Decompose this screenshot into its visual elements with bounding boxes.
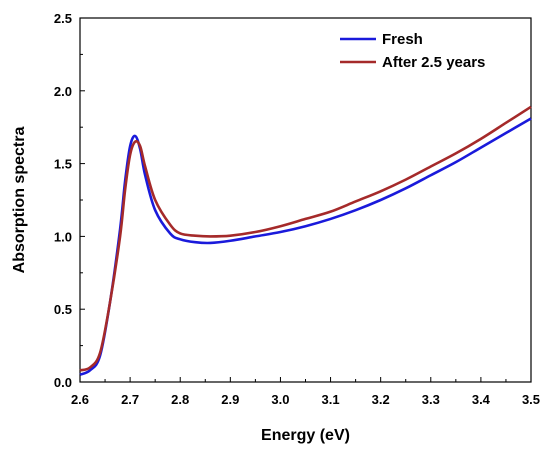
- x-tick-label: 3.3: [422, 392, 440, 407]
- x-tick-label: 2.7: [121, 392, 139, 407]
- y-tick-label: 2.5: [54, 11, 72, 26]
- y-tick-label: 0.5: [54, 302, 72, 317]
- x-tick-label: 3.5: [522, 392, 540, 407]
- y-tick-label: 1.0: [54, 229, 72, 244]
- plot-frame: [79, 17, 532, 383]
- series-layer: [79, 105, 532, 376]
- x-tick-label: 2.9: [221, 392, 239, 407]
- y-tick-label: 1.5: [54, 157, 72, 172]
- x-tick-label: 3.2: [372, 392, 390, 407]
- x-tick-label: 3.0: [271, 392, 289, 407]
- x-tick-label: 3.1: [322, 392, 340, 407]
- series-line: [79, 117, 532, 376]
- legend: Fresh After 2.5 years: [340, 31, 485, 71]
- x-tick-label: 2.8: [171, 392, 189, 407]
- y-axis-ticks: 0.0 0.5 1.0 1.5 2.0 2.5: [54, 11, 85, 390]
- plot-border: [79, 17, 532, 383]
- series-line: [79, 105, 532, 372]
- x-axis-ticks: 2.6 2.7 2.8 2.9 3.0 3.1 3.2 3.3 3.4 3.5: [71, 377, 540, 407]
- y-axis-title: Absorption spectra: [11, 127, 28, 274]
- x-axis-title: Energy (eV): [261, 427, 350, 444]
- legend-label: After 2.5 years: [382, 54, 485, 71]
- x-tick-label: 3.4: [472, 392, 491, 407]
- y-tick-label: 2.0: [54, 84, 72, 99]
- legend-label: Fresh: [382, 31, 423, 48]
- y-tick-label: 0.0: [54, 375, 72, 390]
- x-tick-label: 2.6: [71, 392, 89, 407]
